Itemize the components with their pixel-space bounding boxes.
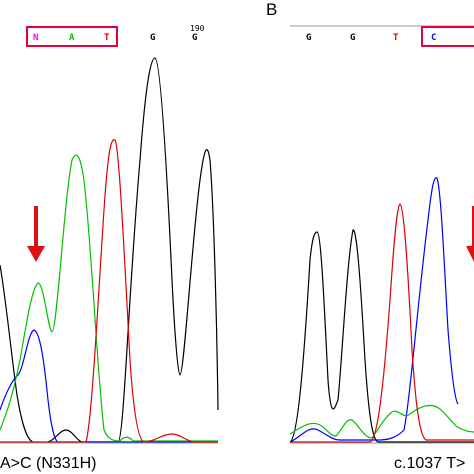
mutation-label: c.1037 T> [394,455,465,472]
trace-g [289,229,474,443]
panel-a: 190 N A T G G A>C (N331H) [0,24,219,472]
trace-a [0,154,218,442]
base-call-g: G [350,33,355,43]
base-call-t: T [104,33,110,43]
panel-b: B G G T C c.1037 T> [266,0,474,472]
trace-c [289,177,459,443]
panel-letter: B [266,0,277,19]
variant-highlight-box [421,26,474,47]
base-call-g: G [150,33,155,43]
base-call-g: G [192,33,197,43]
base-call-t: T [393,33,399,43]
mutation-arrow [466,206,474,262]
base-call-g: G [306,33,311,43]
mutation-arrow [27,206,45,262]
panel-b-traces [289,177,474,443]
trace-c [0,329,218,443]
base-call-n: N [33,33,38,43]
base-call-c: C [431,33,436,43]
trace-t [290,203,474,443]
base-call-a: A [69,33,75,43]
panel-a-traces [0,57,219,443]
sequence-position-number: 190 [190,24,205,33]
variant-highlight-box [26,26,118,47]
trace-a [289,404,474,439]
trace-t [0,139,218,443]
mutation-label: A>C (N331H) [0,455,96,472]
